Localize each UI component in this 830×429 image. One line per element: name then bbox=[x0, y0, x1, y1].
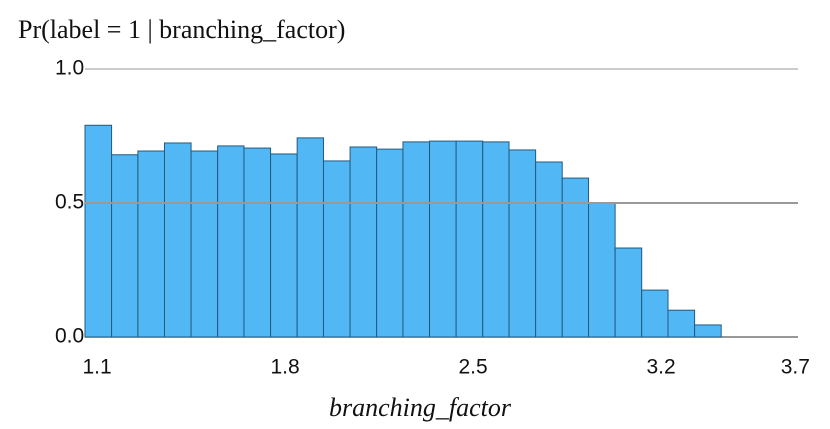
x-axis-label: branching_factor bbox=[329, 393, 512, 422]
bar bbox=[137, 150, 165, 338]
y-tick-label: 0.5 bbox=[55, 191, 84, 214]
y-tick-label: 0.0 bbox=[55, 325, 84, 348]
bar bbox=[296, 137, 324, 338]
bar bbox=[349, 146, 378, 338]
x-tick-label: 2.5 bbox=[458, 356, 487, 379]
bar bbox=[376, 148, 404, 338]
bar bbox=[190, 150, 219, 338]
x-tick-label: 3.7 bbox=[781, 356, 810, 379]
bar bbox=[482, 141, 510, 338]
bar bbox=[508, 149, 537, 338]
bar bbox=[588, 202, 616, 338]
bar bbox=[163, 142, 192, 338]
x-tick-label: 1.8 bbox=[270, 356, 299, 379]
bar bbox=[111, 154, 139, 338]
y-tick-label: 1.0 bbox=[55, 57, 84, 80]
x-tick-label: 3.2 bbox=[646, 356, 675, 379]
bar bbox=[322, 160, 351, 338]
bar bbox=[84, 124, 113, 338]
bar bbox=[429, 140, 457, 338]
bar bbox=[455, 140, 484, 338]
x-tick-label: 1.1 bbox=[82, 356, 111, 379]
bar bbox=[667, 309, 696, 338]
bar bbox=[402, 141, 431, 338]
bar bbox=[561, 177, 590, 338]
bar bbox=[243, 147, 272, 338]
bar bbox=[217, 145, 245, 338]
bar bbox=[614, 247, 643, 338]
bar bbox=[270, 153, 298, 338]
bar bbox=[535, 161, 563, 338]
bar bbox=[641, 289, 669, 338]
chart-title: Pr(label = 1 | branching_factor) bbox=[18, 15, 345, 44]
bar bbox=[694, 324, 722, 338]
